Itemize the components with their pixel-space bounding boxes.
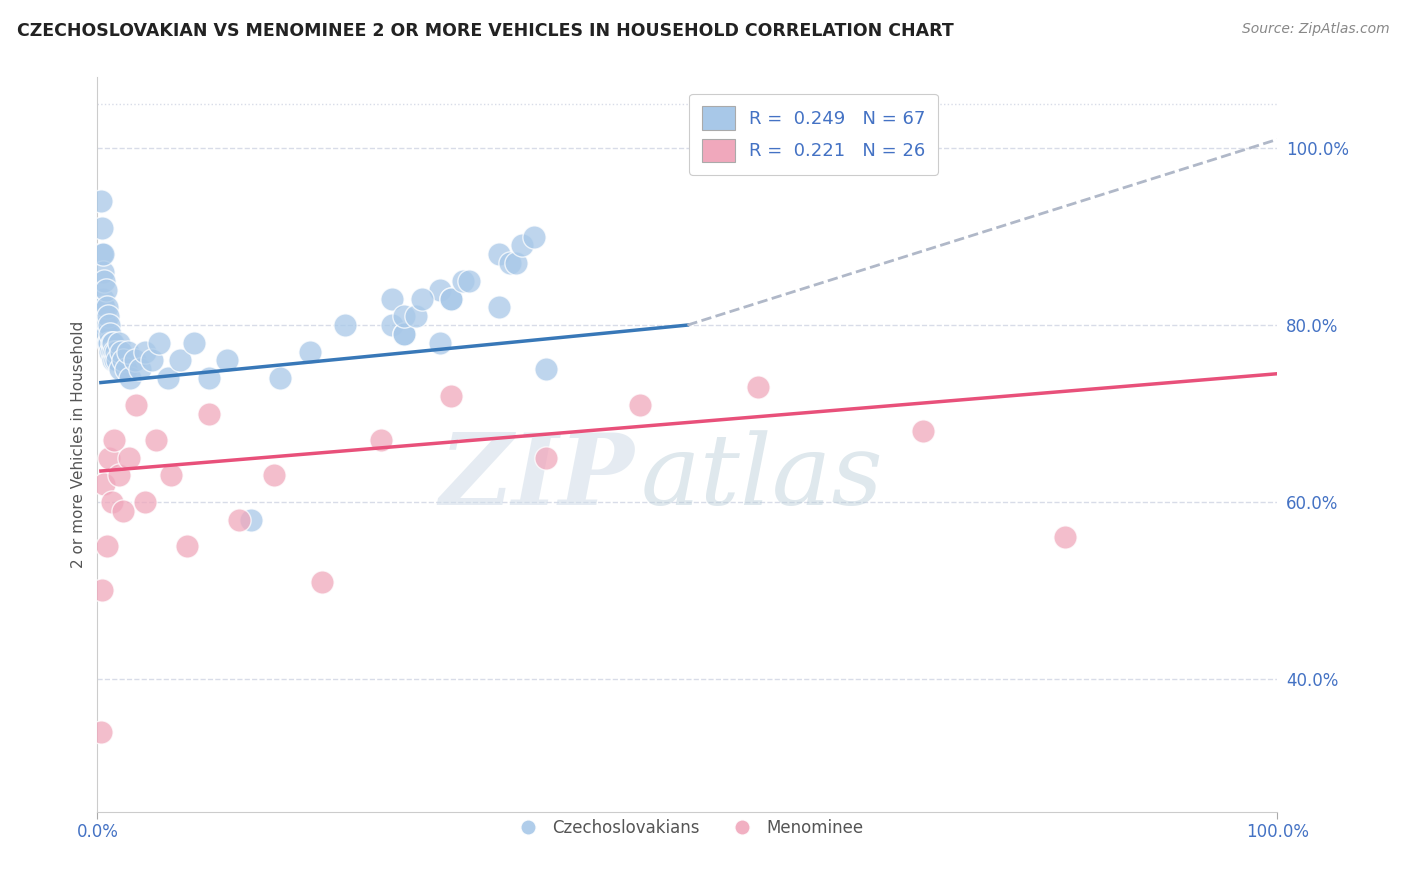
Point bbox=[628, 398, 651, 412]
Point bbox=[125, 398, 148, 412]
Point bbox=[370, 433, 392, 447]
Point bbox=[114, 362, 136, 376]
Point bbox=[110, 344, 132, 359]
Point bbox=[510, 238, 533, 252]
Point bbox=[101, 335, 124, 350]
Point bbox=[98, 326, 121, 341]
Point bbox=[381, 292, 404, 306]
Point bbox=[124, 353, 146, 368]
Y-axis label: 2 or more Vehicles in Household: 2 or more Vehicles in Household bbox=[72, 321, 86, 568]
Point bbox=[101, 353, 124, 368]
Point bbox=[747, 380, 769, 394]
Point bbox=[98, 344, 121, 359]
Point bbox=[91, 247, 114, 261]
Point bbox=[499, 256, 522, 270]
Point bbox=[91, 247, 114, 261]
Point bbox=[239, 513, 262, 527]
Point bbox=[1054, 530, 1077, 544]
Point bbox=[103, 344, 125, 359]
Point bbox=[429, 283, 451, 297]
Point bbox=[228, 513, 250, 527]
Point bbox=[148, 335, 170, 350]
Point bbox=[93, 301, 115, 315]
Point bbox=[429, 335, 451, 350]
Point bbox=[98, 335, 121, 350]
Point bbox=[98, 450, 121, 465]
Point bbox=[145, 433, 167, 447]
Point bbox=[440, 292, 463, 306]
Point bbox=[91, 220, 114, 235]
Point bbox=[128, 362, 150, 376]
Point bbox=[107, 468, 129, 483]
Point bbox=[103, 433, 125, 447]
Point bbox=[298, 344, 321, 359]
Point bbox=[94, 318, 117, 332]
Point bbox=[134, 344, 156, 359]
Point bbox=[117, 344, 139, 359]
Point bbox=[98, 318, 121, 332]
Point bbox=[392, 326, 415, 341]
Point bbox=[96, 539, 118, 553]
Point bbox=[183, 335, 205, 350]
Point bbox=[100, 344, 122, 359]
Point bbox=[335, 318, 357, 332]
Text: atlas: atlas bbox=[640, 430, 883, 525]
Point bbox=[176, 539, 198, 553]
Point bbox=[440, 292, 463, 306]
Point bbox=[411, 292, 433, 306]
Point bbox=[118, 450, 141, 465]
Text: CZECHOSLOVAKIAN VS MENOMINEE 2 OR MORE VEHICLES IN HOUSEHOLD CORRELATION CHART: CZECHOSLOVAKIAN VS MENOMINEE 2 OR MORE V… bbox=[17, 22, 953, 40]
Point bbox=[505, 256, 527, 270]
Point bbox=[381, 318, 404, 332]
Text: Source: ZipAtlas.com: Source: ZipAtlas.com bbox=[1241, 22, 1389, 37]
Point bbox=[108, 362, 131, 376]
Point bbox=[405, 310, 427, 324]
Point bbox=[91, 292, 114, 306]
Point bbox=[198, 371, 221, 385]
Point bbox=[100, 335, 122, 350]
Point bbox=[311, 574, 333, 589]
Point bbox=[534, 450, 557, 465]
Point bbox=[107, 353, 129, 368]
Point bbox=[97, 335, 120, 350]
Point bbox=[112, 504, 135, 518]
Point bbox=[100, 495, 122, 509]
Legend: Czechoslovakians, Menominee: Czechoslovakians, Menominee bbox=[505, 813, 870, 844]
Point bbox=[90, 725, 112, 739]
Point bbox=[91, 265, 114, 279]
Point bbox=[134, 495, 156, 509]
Point bbox=[157, 371, 180, 385]
Point bbox=[392, 326, 415, 341]
Point bbox=[263, 468, 285, 483]
Point bbox=[105, 344, 128, 359]
Point bbox=[96, 326, 118, 341]
Point bbox=[451, 274, 474, 288]
Point bbox=[93, 274, 115, 288]
Point bbox=[94, 283, 117, 297]
Point bbox=[90, 194, 112, 209]
Point bbox=[269, 371, 291, 385]
Point bbox=[112, 353, 135, 368]
Text: ZIP: ZIP bbox=[439, 429, 634, 525]
Point bbox=[141, 353, 163, 368]
Point bbox=[169, 353, 191, 368]
Point bbox=[392, 310, 415, 324]
Point bbox=[96, 301, 118, 315]
Point bbox=[534, 362, 557, 376]
Point bbox=[198, 407, 221, 421]
Point bbox=[97, 310, 120, 324]
Point bbox=[104, 353, 127, 368]
Point bbox=[159, 468, 181, 483]
Point bbox=[107, 335, 129, 350]
Point bbox=[91, 583, 114, 598]
Point bbox=[912, 424, 935, 438]
Point bbox=[217, 353, 239, 368]
Point bbox=[120, 371, 142, 385]
Point bbox=[93, 477, 115, 491]
Point bbox=[440, 389, 463, 403]
Point bbox=[488, 301, 510, 315]
Point bbox=[523, 229, 546, 244]
Point bbox=[458, 274, 481, 288]
Point bbox=[488, 247, 510, 261]
